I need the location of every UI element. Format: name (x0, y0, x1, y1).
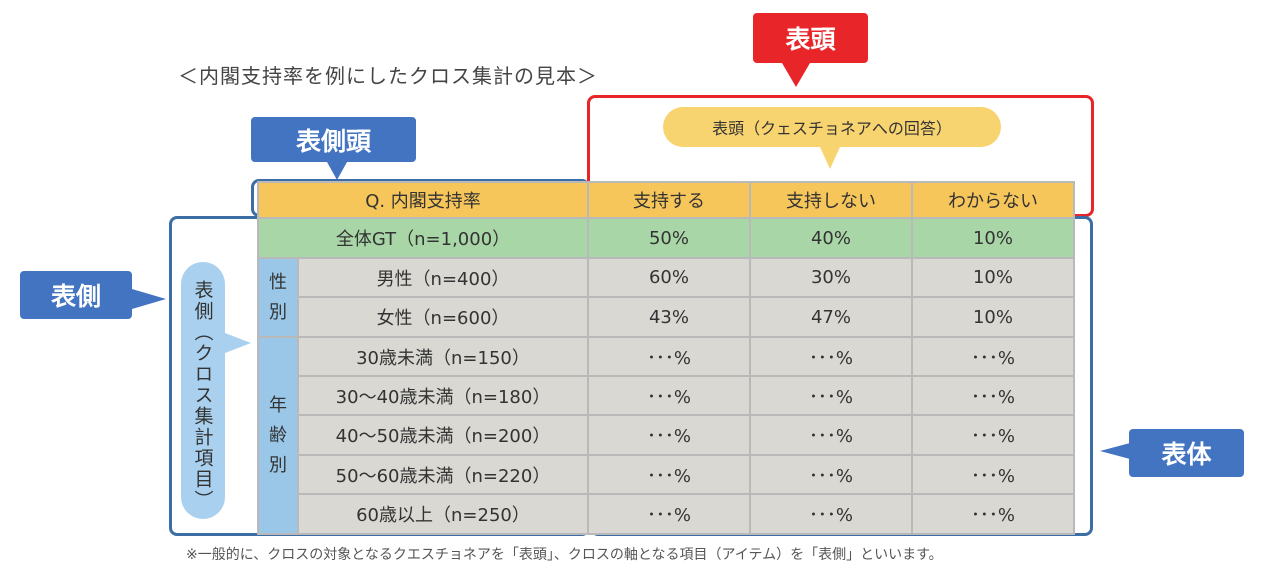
total-cell: 40% (749, 217, 913, 259)
hyoto-callout-pointer (782, 63, 810, 87)
hyosoku-callout-pointer (132, 289, 166, 309)
table-cell: 47% (749, 296, 913, 338)
table-cell: ･･･% (911, 493, 1075, 535)
row-label: 30～40歳未満（n=180） (297, 375, 589, 416)
hyoto-note: 表頭（クェスチョネアへの回答） (663, 107, 1001, 147)
table-row: 50～60歳未満（n=220） ･･･% ･･･% ･･･% (258, 454, 1075, 495)
table-cell: ･･･% (587, 493, 751, 535)
table-header-row: Q. 内閣支持率 支持する 支持しない わからない (257, 181, 1075, 219)
total-cell: 10% (911, 217, 1075, 259)
table-row: 女性（n=600） 43% 47% 10% (258, 296, 1075, 338)
table-cell: ･･･% (587, 454, 751, 495)
group-label-age: 年齢別 (257, 336, 299, 535)
hyosoku-note: 表側（クロス集計項目） (181, 262, 225, 519)
footnote: ※一般的に、クロスの対象となるクエスチョネアを「表頭」、クロスの軸となる項目（ア… (186, 547, 943, 563)
table-cell: ･･･% (911, 336, 1075, 377)
table-row: 60歳以上（n=250） ･･･% ･･･% ･･･% (258, 493, 1075, 535)
row-label: 40～50歳未満（n=200） (297, 414, 589, 456)
hyosokuto-callout: 表側頭 (251, 117, 416, 162)
table-cell: ･･･% (911, 454, 1075, 495)
total-label: 全体GT（n=1,000） (257, 217, 589, 259)
table-cell: ･･･% (587, 414, 751, 456)
hyosoku-note-pointer (225, 333, 251, 353)
question-header: Q. 内閣支持率 (257, 181, 589, 219)
figure-title: ＜内閣支持率を例にしたクロス集計の見本＞ (178, 64, 598, 88)
table-cell: ･･･% (587, 375, 751, 416)
table-cell: ･･･% (587, 336, 751, 377)
table-row: 40～50歳未満（n=200） ･･･% ･･･% ･･･% (258, 414, 1075, 456)
table-cell: ･･･% (749, 336, 913, 377)
table-cell: 10% (911, 257, 1075, 298)
row-label: 60歳以上（n=250） (297, 493, 589, 535)
table-cell: 30% (749, 257, 913, 298)
hyoto-note-pointer (820, 147, 840, 169)
table-cell: ･･･% (911, 414, 1075, 456)
table-cell: 60% (587, 257, 751, 298)
table-row: 年齢別 30歳未満（n=150） ･･･% ･･･% ･･･% (257, 336, 1075, 535)
row-label: 30歳未満（n=150） (297, 336, 589, 377)
row-label: 男性（n=400） (297, 257, 589, 298)
hyosokuto-callout-pointer (327, 162, 347, 180)
total-cell: 50% (587, 217, 751, 259)
column-header: 支持する (587, 181, 751, 219)
total-row: 全体GT（n=1,000） 50% 40% 10% (257, 217, 1075, 259)
column-header: わからない (911, 181, 1075, 219)
column-header: 支持しない (749, 181, 913, 219)
table-cell: 10% (911, 296, 1075, 338)
hyotai-callout: 表体 (1129, 429, 1244, 477)
table-cell: ･･･% (911, 375, 1075, 416)
table-cell: ･･･% (749, 454, 913, 495)
hyoto-callout: 表頭 (753, 13, 868, 63)
table-cell: ･･･% (749, 375, 913, 416)
cross-tab-table: Q. 内閣支持率 支持する 支持しない わからない 全体GT（n=1,000） … (257, 181, 1075, 535)
table-row: 性別 男性（n=400） 60% 30% 10% (257, 257, 1075, 338)
group-label-gender: 性別 (257, 257, 299, 338)
table-cell: ･･･% (749, 493, 913, 535)
hyotai-callout-pointer (1100, 443, 1130, 459)
table-cell: ･･･% (749, 414, 913, 456)
row-label: 女性（n=600） (297, 296, 589, 338)
table-row: 30～40歳未満（n=180） ･･･% ･･･% ･･･% (258, 375, 1075, 416)
hyosoku-callout: 表側 (20, 271, 132, 319)
row-label: 50～60歳未満（n=220） (297, 454, 589, 495)
table-cell: 43% (587, 296, 751, 338)
